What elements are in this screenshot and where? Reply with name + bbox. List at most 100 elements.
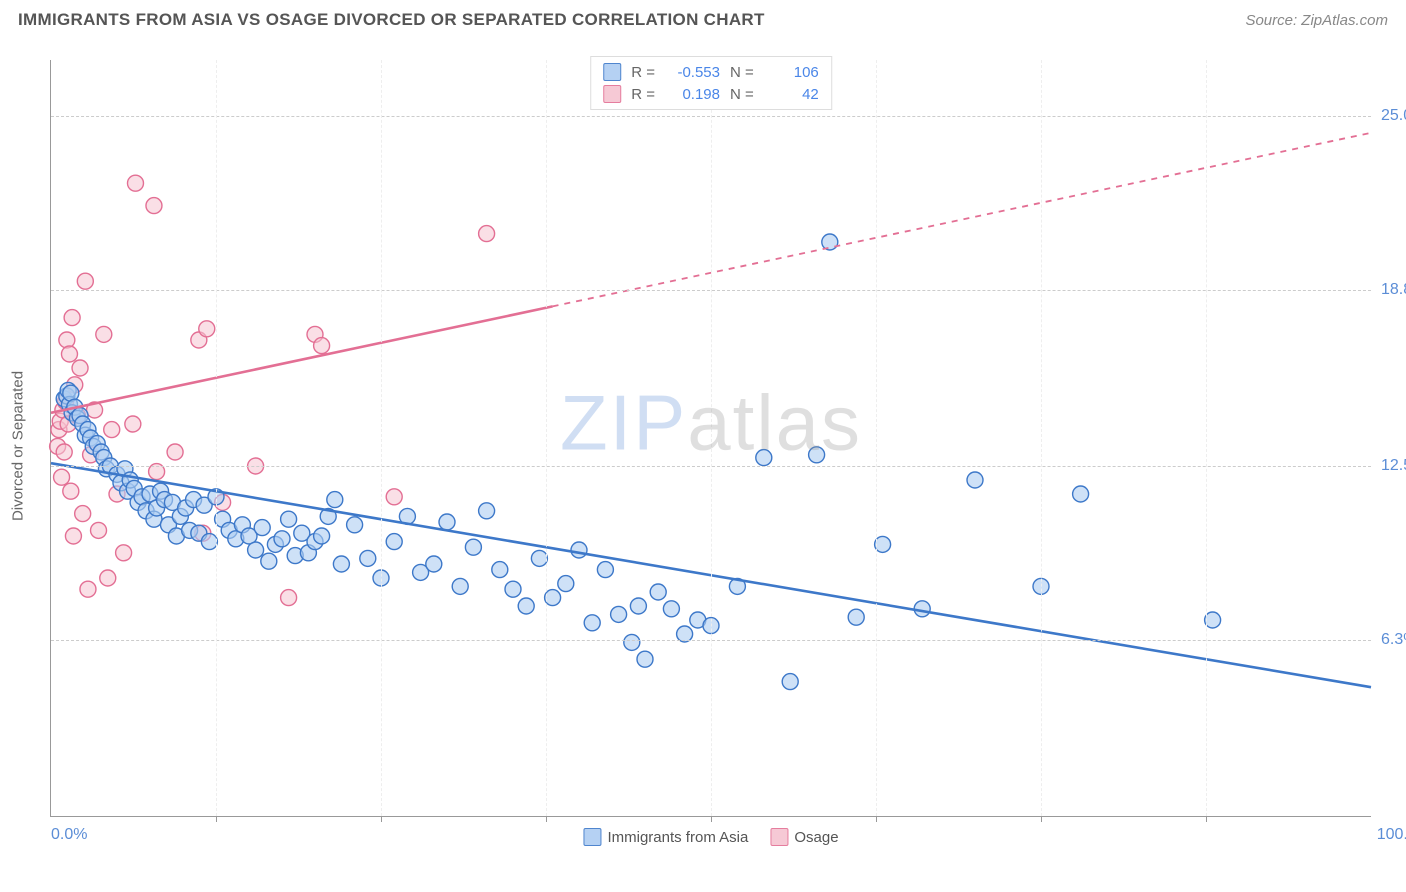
stats-n-label: N = — [730, 86, 754, 103]
x-tick-mark — [876, 816, 877, 822]
data-point-asia — [611, 606, 627, 622]
data-point-osage — [167, 444, 183, 460]
gridline-v — [876, 60, 877, 816]
legend-asia-label: Immigrants from Asia — [607, 829, 748, 846]
stats-legend-box: R = -0.553 N = 106 R = 0.198 N = 42 — [590, 56, 832, 110]
data-point-asia — [452, 578, 468, 594]
data-point-asia — [809, 447, 825, 463]
data-point-asia — [327, 492, 343, 508]
legend-bottom: Immigrants from Asia Osage — [583, 828, 838, 846]
data-point-asia — [822, 234, 838, 250]
x-tick-mark — [1206, 816, 1207, 822]
data-point-asia — [426, 556, 442, 572]
data-point-asia — [1205, 612, 1221, 628]
y-tick-label: 18.8% — [1373, 281, 1406, 299]
data-point-asia — [848, 609, 864, 625]
data-point-asia — [261, 553, 277, 569]
data-point-asia — [314, 528, 330, 544]
data-point-asia — [479, 503, 495, 519]
chart-area: ZIPatlas R = -0.553 N = 106 R = 0.198 N … — [50, 60, 1371, 817]
data-point-asia — [465, 539, 481, 555]
y-tick-label: 12.5% — [1373, 457, 1406, 475]
data-point-asia — [386, 534, 402, 550]
data-point-asia — [518, 598, 534, 614]
gridline-v — [711, 60, 712, 816]
data-point-asia — [782, 674, 798, 690]
gridline-v — [1041, 60, 1042, 816]
data-point-asia — [637, 651, 653, 667]
data-point-osage — [65, 528, 81, 544]
stats-row-osage: R = 0.198 N = 42 — [603, 83, 819, 105]
stats-row-asia: R = -0.553 N = 106 — [603, 61, 819, 83]
data-point-asia — [281, 511, 297, 527]
data-point-asia — [274, 531, 290, 547]
data-point-asia — [597, 562, 613, 578]
legend-item-osage: Osage — [770, 828, 838, 846]
data-point-osage — [56, 444, 72, 460]
swatch-osage — [603, 85, 621, 103]
data-point-osage — [100, 570, 116, 586]
source-label: Source: ZipAtlas.com — [1245, 12, 1388, 29]
data-point-asia — [248, 542, 264, 558]
trend-line-osage — [51, 306, 553, 412]
stats-n-label: N = — [730, 64, 754, 81]
legend-item-asia: Immigrants from Asia — [583, 828, 748, 846]
data-point-osage — [77, 273, 93, 289]
data-point-osage — [125, 416, 141, 432]
x-axis-max-label: 100.0% — [1377, 826, 1406, 844]
data-point-asia — [584, 615, 600, 631]
data-point-asia — [360, 550, 376, 566]
trend-line-dashed-osage — [553, 133, 1371, 307]
data-point-osage — [127, 175, 143, 191]
stats-osage-n: 42 — [764, 86, 819, 103]
data-point-asia — [505, 581, 521, 597]
swatch-osage-bottom — [770, 828, 788, 846]
data-point-asia — [531, 550, 547, 566]
data-point-osage — [54, 469, 70, 485]
data-point-asia — [967, 472, 983, 488]
data-point-asia — [545, 590, 561, 606]
data-point-osage — [199, 321, 215, 337]
data-point-asia — [756, 450, 772, 466]
data-point-asia — [571, 542, 587, 558]
data-point-osage — [104, 422, 120, 438]
chart-title: IMMIGRANTS FROM ASIA VS OSAGE DIVORCED O… — [18, 10, 765, 30]
data-point-asia — [347, 517, 363, 533]
x-tick-mark — [711, 816, 712, 822]
data-point-osage — [80, 581, 96, 597]
data-point-osage — [116, 545, 132, 561]
gridline-v — [216, 60, 217, 816]
data-point-osage — [61, 346, 77, 362]
x-tick-mark — [216, 816, 217, 822]
data-point-osage — [64, 310, 80, 326]
data-point-asia — [1073, 486, 1089, 502]
x-tick-mark — [381, 816, 382, 822]
data-point-osage — [146, 198, 162, 214]
legend-osage-label: Osage — [794, 829, 838, 846]
x-tick-mark — [1041, 816, 1042, 822]
data-point-asia — [439, 514, 455, 530]
data-point-osage — [72, 360, 88, 376]
data-point-asia — [663, 601, 679, 617]
data-point-asia — [558, 576, 574, 592]
data-point-asia — [624, 634, 640, 650]
data-point-asia — [201, 534, 217, 550]
data-point-asia — [333, 556, 349, 572]
gridline-v — [381, 60, 382, 816]
data-point-osage — [314, 338, 330, 354]
stats-r-label: R = — [631, 64, 655, 81]
stats-asia-r: -0.553 — [665, 64, 720, 81]
y-axis-label: Divorced or Separated — [10, 371, 27, 521]
data-point-osage — [91, 522, 107, 538]
data-point-osage — [63, 483, 79, 499]
data-point-asia — [650, 584, 666, 600]
stats-r-label: R = — [631, 86, 655, 103]
swatch-asia-bottom — [583, 828, 601, 846]
data-point-osage — [281, 590, 297, 606]
swatch-asia — [603, 63, 621, 81]
gridline-v — [546, 60, 547, 816]
data-point-asia — [254, 520, 270, 536]
y-tick-label: 25.0% — [1373, 107, 1406, 125]
data-point-osage — [59, 332, 75, 348]
y-tick-label: 6.3% — [1373, 631, 1406, 649]
